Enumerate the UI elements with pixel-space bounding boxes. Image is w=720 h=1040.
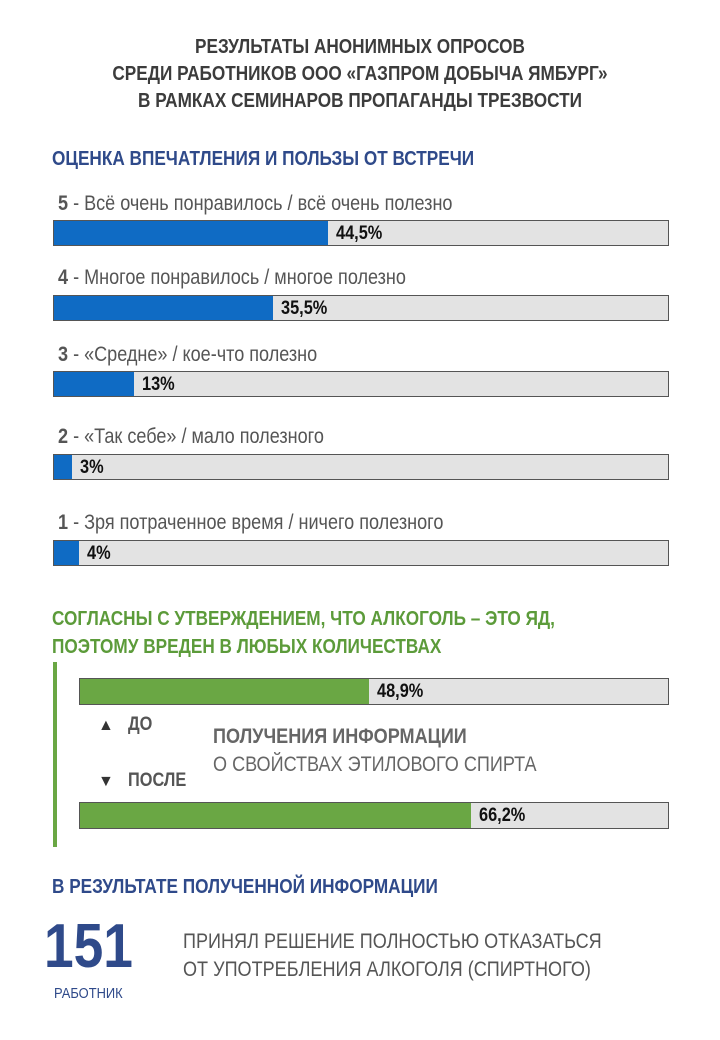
- rating-bar-2: 3%: [53, 454, 669, 480]
- rating-bar-fill: [54, 541, 79, 565]
- rating-bar-value: 3%: [80, 457, 105, 478]
- rating-label-5: 5 - Всё очень понравилось / всё очень по…: [58, 192, 452, 216]
- rating-label-2: 2 - «Так себе» / мало полезного: [58, 425, 324, 449]
- rating-text: - Многое понравилось / многое полезно: [68, 266, 406, 289]
- rating-bar-fill: [54, 221, 329, 245]
- rating-bar-fill: [54, 455, 73, 479]
- rating-label-4: 4 - Многое понравилось / многое полезно: [58, 266, 406, 290]
- rating-bar-value: 44,5%: [336, 223, 383, 244]
- rating-bar-fill: [54, 296, 273, 320]
- triangle-up-icon: ▲: [98, 717, 114, 734]
- rating-score: 4: [58, 266, 69, 289]
- rating-bar-4: 35,5%: [53, 295, 669, 321]
- title-line-3: В РАМКАХ СЕМИНАРОВ ПРОПАГАНДЫ ТРЕЗВОСТИ: [138, 90, 582, 112]
- workers-caption: РАБОТНИК: [54, 985, 123, 1002]
- rating-score: 5: [58, 192, 69, 215]
- section-alcohol-heading-line-2: ПОЭТОМУ ВРЕДЕН В ЛЮБЫХ КОЛИЧЕСТВАХ: [52, 636, 442, 658]
- after-marker: ▼ ПОСЛЕ: [98, 770, 196, 792]
- bar-before-value: 48,9%: [376, 681, 423, 702]
- rating-bar-value: 13%: [142, 374, 175, 395]
- bar-before-fill: [80, 679, 369, 704]
- bar-after-fill: [80, 803, 471, 828]
- rating-label-3: 3 - «Средне» / кое-что полезно: [58, 343, 317, 367]
- page-title: РЕЗУЛЬТАТЫ АНОНИМНЫХ ОПРОСОВ СРЕДИ РАБОТ…: [50, 34, 669, 115]
- rating-score: 2: [58, 425, 69, 448]
- bar-after-value: 66,2%: [478, 805, 525, 826]
- rating-text: - «Средне» / кое-что полезно: [68, 343, 318, 366]
- rating-bar-5: 44,5%: [53, 220, 669, 246]
- rating-bar-3: 13%: [53, 371, 669, 397]
- section-alcohol-heading-line-1: СОГЛАСНЫ С УТВЕРЖДЕНИЕМ, ЧТО АЛКОГОЛЬ – …: [52, 608, 555, 630]
- after-label: ПОСЛЕ: [127, 770, 187, 791]
- rating-text: - Всё очень понравилось / всё очень поле…: [68, 192, 453, 215]
- rating-bar-fill: [54, 372, 135, 396]
- triangle-down-icon: ▼: [98, 773, 114, 790]
- rating-score: 3: [58, 343, 69, 366]
- rating-bar-value: 35,5%: [280, 298, 328, 319]
- decision-line-2: ОТ УПОТРЕБЛЕНИЯ АЛКОГОЛЯ (СПИРТНОГО): [183, 958, 591, 981]
- before-label: ДО: [127, 714, 153, 735]
- title-line-1: РЕЗУЛЬТАТЫ АНОНИМНЫХ ОПРОСОВ: [195, 36, 525, 58]
- rating-text: - Зря потраченное время / ничего полезно…: [68, 511, 444, 534]
- section-result-heading: В РЕЗУЛЬТАТЕ ПОЛУЧЕННОЙ ИНФОРМАЦИИ: [52, 876, 438, 898]
- bar-after: 66,2%: [79, 802, 669, 829]
- rating-text: - «Так себе» / мало полезного: [68, 425, 324, 448]
- decision-line-1: ПРИНЯЛ РЕШЕНИЕ ПОЛНОСТЬЮ ОТКАЗАТЬСЯ: [183, 930, 602, 953]
- bar-before: 48,9%: [79, 678, 669, 705]
- rating-score: 1: [58, 511, 69, 534]
- rating-label-1: 1 - Зря потраченное время / ничего полез…: [58, 511, 443, 535]
- info-line-1: ПОЛУЧЕНИЯ ИНФОРМАЦИИ: [213, 725, 467, 748]
- section-impression-heading: ОЦЕНКА ВПЕЧАТЛЕНИЯ И ПОЛЬЗЫ ОТ ВСТРЕЧИ: [52, 148, 475, 170]
- rating-bar-1: 4%: [53, 540, 669, 566]
- info-line-2: О СВОЙСТВАХ ЭТИЛОВОГО СПИРТА: [213, 753, 537, 776]
- workers-count: 151: [44, 912, 133, 981]
- before-marker: ▲ ДО: [98, 714, 156, 736]
- rating-bar-value: 4%: [86, 543, 111, 564]
- section-divider-line: [53, 662, 57, 847]
- title-line-2: СРЕДИ РАБОТНИКОВ ООО «ГАЗПРОМ ДОБЫЧА ЯМБ…: [112, 63, 608, 85]
